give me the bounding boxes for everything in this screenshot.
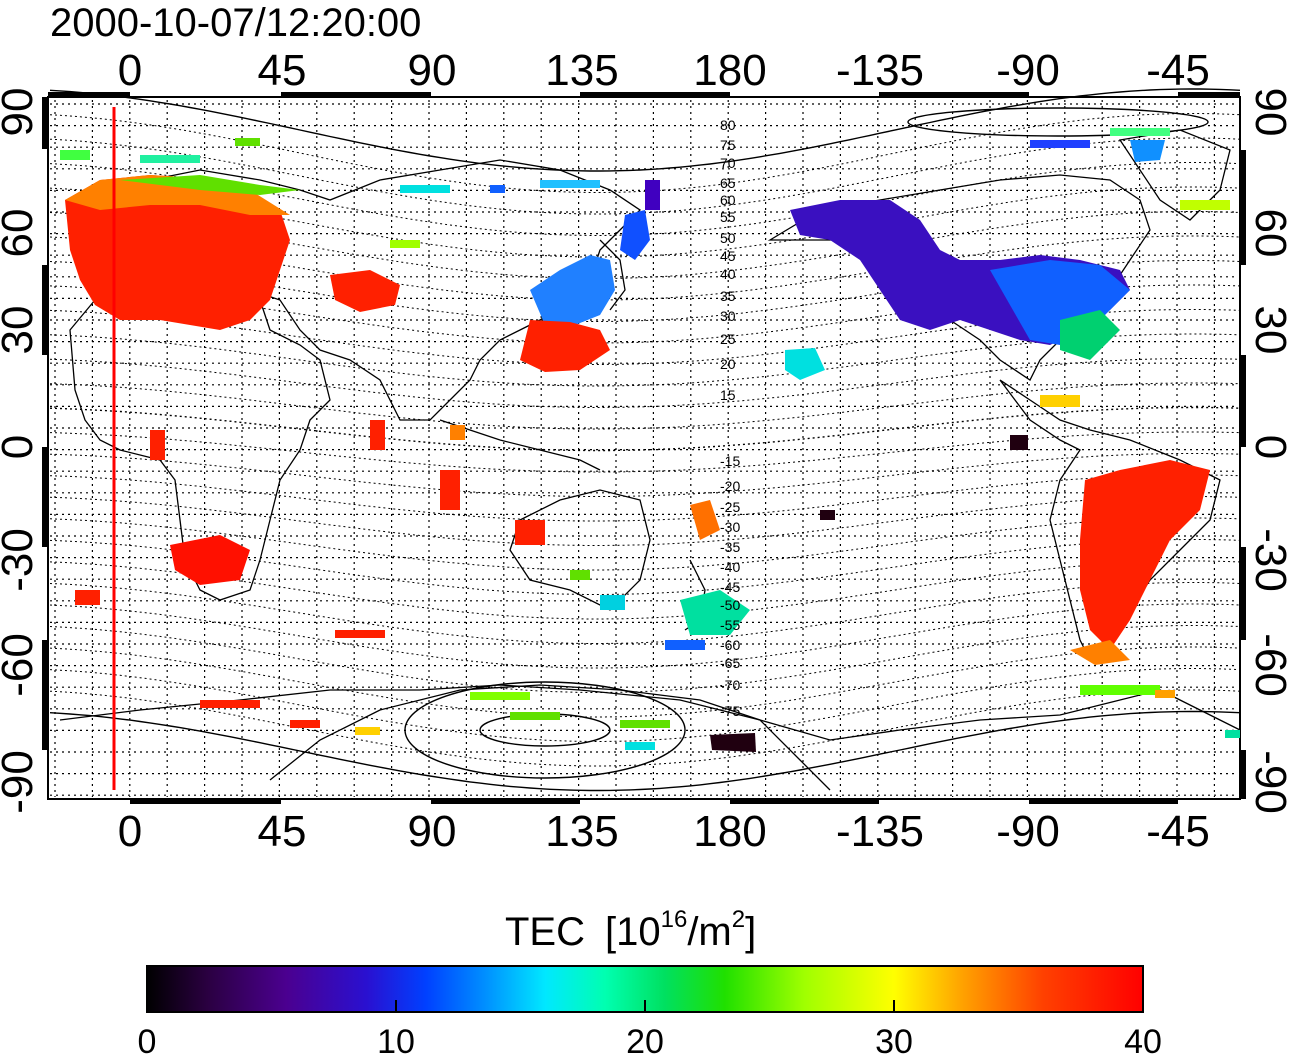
lon-tick-label: -135 xyxy=(836,46,924,95)
lon-tick-label: 135 xyxy=(545,807,618,856)
lon-tick-label: 0 xyxy=(118,46,142,95)
contour-line xyxy=(49,474,1241,522)
tec-data-patches xyxy=(60,128,1240,752)
lon-tick-label: -90 xyxy=(996,807,1060,856)
lat-tick-label: -30 xyxy=(1246,528,1292,592)
title-timestamp: 2000-10-07/12:20:00 xyxy=(50,1,421,45)
colorbar-tick-label: 30 xyxy=(875,1023,913,1057)
lon-tick-label: 90 xyxy=(408,807,457,856)
lon-tick-label: 90 xyxy=(408,46,457,95)
contour-label: -75 xyxy=(720,703,740,719)
contour-label: 40 xyxy=(720,266,736,282)
contour-label: 30 xyxy=(720,308,736,324)
lon-tick-label: -90 xyxy=(996,46,1060,95)
longitude-labels-top: 0 45 90 135 180 -135 -90 -45 xyxy=(118,46,1210,95)
latitude-labels-left: 90 60 30 0 -30 -60 -90 xyxy=(0,88,42,814)
lat-tick-label: 30 xyxy=(0,306,42,355)
lon-tick-label: 180 xyxy=(693,46,766,95)
contour-line xyxy=(49,453,1241,497)
contour-label: -55 xyxy=(720,617,740,633)
contour-ellipse-south-outer xyxy=(404,681,686,779)
contour-label: -20 xyxy=(720,478,740,494)
colorbar-title: TEC [1016/m2] xyxy=(505,906,756,954)
contour-label: 80 xyxy=(720,117,736,133)
contour-line xyxy=(49,689,1241,767)
lat-tick-label: 30 xyxy=(1246,306,1292,355)
contour-line xyxy=(49,625,1241,693)
lat-tick-label: 60 xyxy=(1246,209,1292,258)
lon-tick-label: 45 xyxy=(258,807,307,856)
contour-label: -30 xyxy=(720,519,740,535)
lon-tick-label: -45 xyxy=(1146,807,1210,856)
contour-label: 20 xyxy=(720,356,736,372)
contour-line xyxy=(49,358,1241,408)
colorbar-tick-label: 20 xyxy=(626,1023,664,1057)
contour-label: 35 xyxy=(720,288,736,304)
lon-tick-label: 45 xyxy=(258,46,307,95)
contour-line xyxy=(49,710,1241,792)
colorbar-ticks: 0 10 20 30 40 xyxy=(138,1000,1162,1057)
contour-line xyxy=(49,517,1241,571)
contour-label: 25 xyxy=(720,331,736,347)
lat-tick-label: -90 xyxy=(0,750,42,814)
lon-tick-label: -45 xyxy=(1146,46,1210,95)
lat-tick-label: 0 xyxy=(1246,435,1292,459)
colorbar-tick-label: 0 xyxy=(138,1023,157,1057)
contour-label: -70 xyxy=(720,677,740,693)
contour-line xyxy=(49,646,1241,718)
contour-line xyxy=(49,186,1241,258)
contour-label: -65 xyxy=(720,655,740,671)
contour-label: 15 xyxy=(720,387,736,403)
contour-label: 70 xyxy=(720,155,736,171)
contour-label: 65 xyxy=(720,175,736,191)
lon-tick-label: 180 xyxy=(693,807,766,856)
contour-label: -25 xyxy=(720,499,740,515)
colorbar-tick-label: 10 xyxy=(377,1023,415,1057)
lat-tick-label: 90 xyxy=(1246,88,1292,137)
contour-line xyxy=(49,406,1241,452)
longitude-labels-bottom: 0 45 90 135 180 -135 -90 -45 xyxy=(118,807,1210,856)
contour-label: -15 xyxy=(720,453,740,469)
contour-label: 75 xyxy=(720,137,736,153)
contour-line xyxy=(49,431,1241,473)
contour-line xyxy=(49,496,1241,546)
contour-line xyxy=(49,211,1241,279)
colorbar-tick-label: 40 xyxy=(1124,1023,1162,1057)
lon-tick-label: 0 xyxy=(118,807,142,856)
contour-line xyxy=(49,668,1241,742)
lat-tick-label: -90 xyxy=(1246,750,1292,814)
contour-line xyxy=(49,382,1241,430)
contour-label: 45 xyxy=(720,248,736,264)
lat-lon-grid xyxy=(50,100,1238,797)
contour-label: -40 xyxy=(720,559,740,575)
contour-label: -35 xyxy=(720,539,740,555)
contour-labels-south: -15 -20 -25 -30 -35 -40 -45 -50 -55 -60 -65 -70 -75 xyxy=(720,453,740,719)
contour-label: 60 xyxy=(720,192,736,208)
lat-tick-label: 0 xyxy=(0,435,42,459)
lat-tick-label: -30 xyxy=(0,528,42,592)
lat-tick-label: -60 xyxy=(0,633,42,697)
latitude-labels-right: 90 60 30 0 -30 -60 -90 xyxy=(1246,88,1292,814)
contour-label: -60 xyxy=(720,637,740,653)
lon-tick-label: -135 xyxy=(836,807,924,856)
lat-tick-label: 90 xyxy=(0,88,42,137)
contour-label: 50 xyxy=(720,230,736,246)
map-border-bars xyxy=(42,92,1246,804)
lat-tick-label: 60 xyxy=(0,209,42,258)
lat-tick-label: -60 xyxy=(1246,633,1292,697)
contour-line xyxy=(49,88,1241,172)
contour-label: -45 xyxy=(720,579,740,595)
contour-label: 55 xyxy=(720,209,736,225)
contour-label: -50 xyxy=(720,597,740,613)
contour-ellipse-north xyxy=(907,107,1209,137)
lon-tick-label: 135 xyxy=(545,46,618,95)
